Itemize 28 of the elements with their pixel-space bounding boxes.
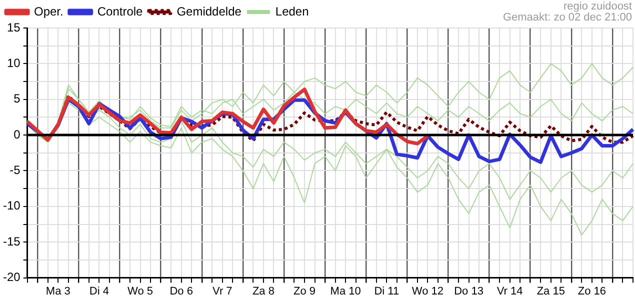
legend-label: Oper. — [34, 4, 64, 18]
x-tick-label: Wo 12 — [412, 285, 444, 298]
y-tick-label: -10 — [3, 198, 21, 213]
text: regio zuidoost — [564, 0, 632, 13]
y-tick-label: 5 — [14, 92, 21, 106]
y-tick-label: 15 — [6, 20, 21, 34]
x-tick-label: Za 8 — [252, 285, 274, 298]
x-tick-label: Zo 16 — [578, 285, 606, 298]
x-tick-label: Wo 5 — [128, 285, 154, 298]
text: Gemaakt: zo 02 dec 21:00 — [502, 12, 632, 24]
legend-label: Leden — [275, 4, 309, 18]
x-tick-label: Vr 7 — [212, 285, 232, 298]
y-tick-label: 0 — [14, 127, 21, 142]
legend-label: Gemiddelde — [176, 4, 242, 18]
y-tick-label: -5 — [10, 163, 21, 178]
x-tick-label: Do 13 — [454, 285, 484, 298]
y-tick-label: 10 — [6, 56, 21, 70]
x-tick-label: Di 11 — [374, 285, 400, 298]
x-tick-label: Di 4 — [89, 285, 109, 298]
x-tick-label: Vr 14 — [496, 285, 523, 298]
y-tick-label: -20 — [3, 270, 21, 284]
x-tick-label: Zo 9 — [294, 285, 316, 298]
x-tick-label: Do 6 — [170, 285, 193, 298]
x-tick-label: Za 15 — [536, 285, 565, 298]
x-tick-label: Ma 3 — [46, 285, 70, 298]
legend-label: Controle — [97, 4, 144, 18]
x-tick-label: Ma 10 — [330, 285, 361, 298]
y-tick-label: -15 — [3, 234, 21, 248]
